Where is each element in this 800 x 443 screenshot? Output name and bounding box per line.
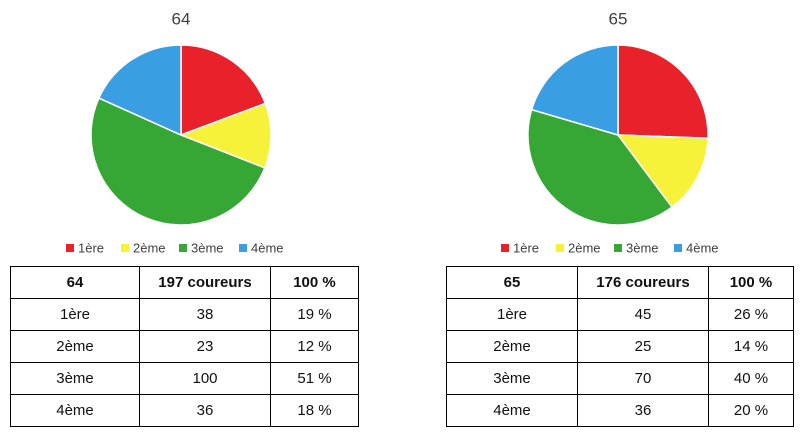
table-cell: 14 %	[708, 330, 794, 363]
table-cell: 100 %	[270, 266, 359, 299]
table-cell: 25	[577, 330, 709, 363]
table-cell: 36	[577, 394, 709, 427]
legend-swatch	[239, 244, 247, 252]
table-row: 3ème 70 40 %	[446, 362, 794, 395]
table-cell: 36	[139, 394, 271, 427]
legend-swatch	[501, 244, 509, 252]
chart-title: 65	[609, 9, 628, 28]
table-cell: 3ème	[10, 362, 140, 395]
table: 64 197 coureurs 100 % 1ère 38 19 % 2ème 23 12 % 3…	[10, 266, 359, 427]
table-cell: 4ème	[10, 394, 140, 427]
table-cell: 18 %	[270, 394, 359, 427]
table-cell: 197 coureurs	[139, 266, 271, 299]
pie-slice	[617, 44, 709, 139]
table: 65 176 coureurs 100 % 1ère 45 26 % 2ème 25 14 % 3…	[446, 266, 794, 427]
pie-slice	[178, 102, 272, 169]
table-cell: 40 %	[708, 362, 794, 395]
table-row: 4ème 36 18 %	[10, 394, 359, 427]
table-cell: 2ème	[446, 330, 578, 363]
legend-swatch	[674, 244, 682, 252]
table-row: 1ère 45 26 %	[446, 298, 794, 331]
legend-label: 1ère	[78, 240, 104, 255]
table-cell: 65	[446, 266, 578, 299]
legend-label: 3ème	[191, 240, 224, 255]
legend-swatch	[556, 244, 564, 252]
table-cell: 23	[139, 330, 271, 363]
legend-label: 2ème	[133, 240, 166, 255]
chart-title: 64	[172, 9, 191, 28]
pie-slice	[180, 44, 267, 137]
table-cell: 64	[10, 266, 140, 299]
table-row: 3ème 100 51 %	[10, 362, 359, 395]
table-row: 2ème 23 12 %	[10, 330, 359, 363]
table-row: 2ème 25 14 %	[446, 330, 794, 363]
table-row: 4ème 36 20 %	[446, 394, 794, 427]
legend-swatch	[179, 244, 187, 252]
table-cell: 12 %	[270, 330, 359, 363]
pie-slice	[616, 134, 709, 209]
pie-slice	[90, 97, 266, 226]
legend-label: 1ère	[513, 240, 539, 255]
table-cell: 51 %	[270, 362, 359, 395]
legend-label: 4ème	[251, 240, 284, 255]
table-cell: 70	[577, 362, 709, 395]
table-row: 65 176 coureurs 100 %	[446, 266, 794, 299]
table-cell: 20 %	[708, 394, 794, 427]
pie-slice	[530, 44, 619, 137]
table-cell: 1ère	[10, 298, 140, 331]
table-cell: 2ème	[10, 330, 140, 363]
table-cell: 100	[139, 362, 271, 395]
table-cell: 1ère	[446, 298, 578, 331]
table-cell: 19 %	[270, 298, 359, 331]
table-cell: 38	[139, 298, 271, 331]
legend-swatch	[614, 244, 622, 252]
table-cell: 3ème	[446, 362, 578, 395]
pie-slice	[527, 108, 673, 226]
table-row: 1ère 38 19 %	[10, 298, 359, 331]
legend-label: 4ème	[686, 240, 719, 255]
table-row: 64 197 coureurs 100 %	[10, 266, 359, 299]
legend-label: 3ème	[626, 240, 659, 255]
table-cell: 4ème	[446, 394, 578, 427]
legend-label: 2ème	[568, 240, 601, 255]
table-cell: 26 %	[708, 298, 794, 331]
table-cell: 176 coureurs	[577, 266, 709, 299]
pie-slice	[97, 44, 182, 137]
legend-swatch	[121, 244, 129, 252]
legend-swatch	[66, 244, 74, 252]
table-cell: 100 %	[708, 266, 794, 299]
table-cell: 45	[577, 298, 709, 331]
